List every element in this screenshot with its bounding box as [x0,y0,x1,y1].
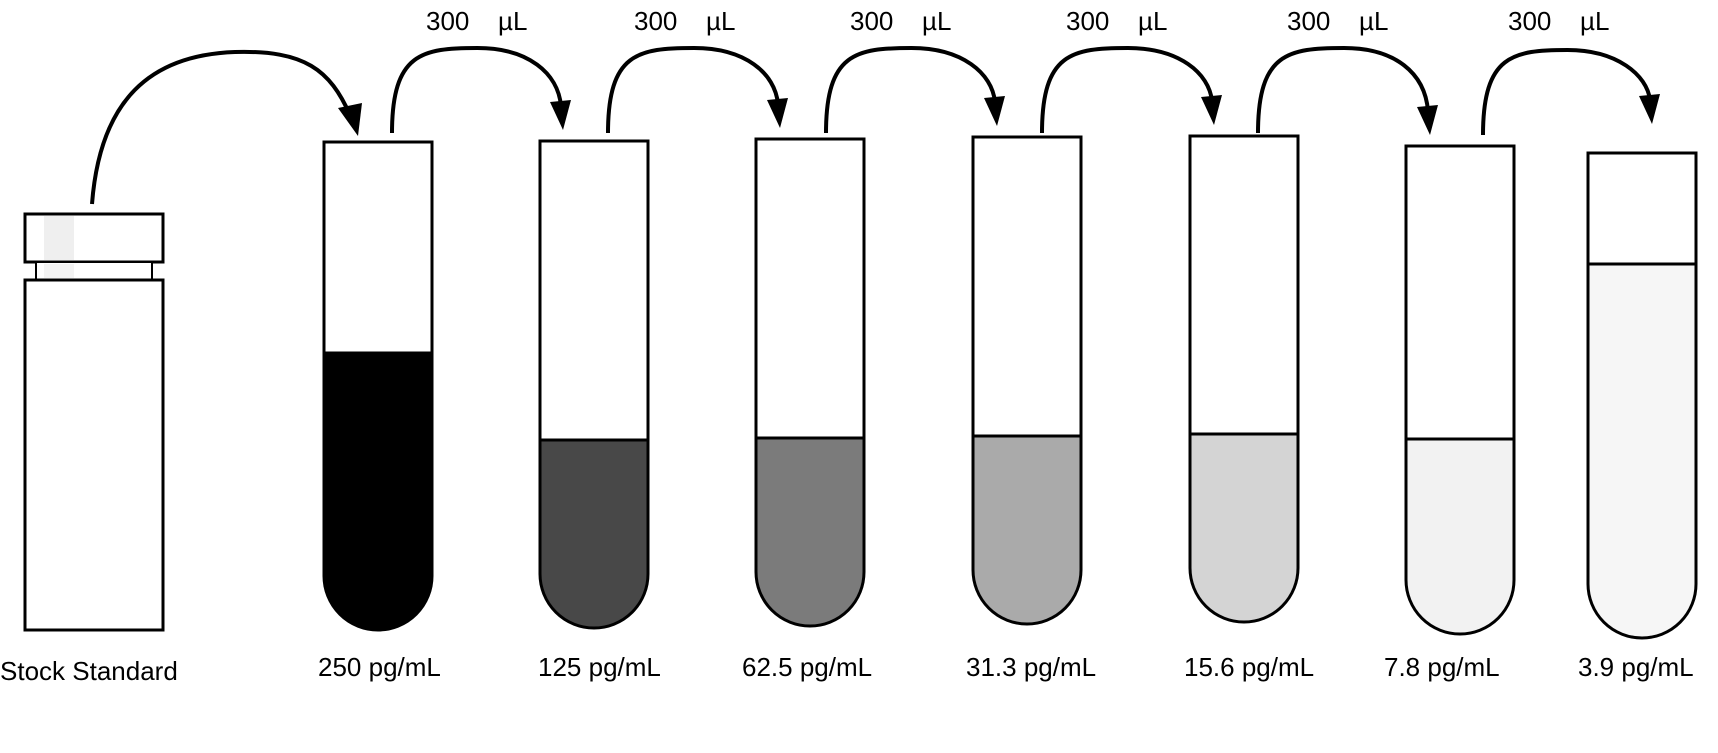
tube-liquid [324,353,432,630]
tube-concentration-label: 125 pg/mL [538,652,661,682]
transfer-volume-label: 300 [634,6,677,36]
transfer-arrowhead [1201,95,1222,125]
tube-concentration-label: 7.8 pg/mL [1384,652,1500,682]
tubes: 250 pg/mL 125 pg/mL 62.5 pg/mL 31.3 pg/mL 15… [318,134,1698,682]
transfer-unit-label: µL [922,6,951,36]
tube-concentration-label: 250 pg/mL [318,652,441,682]
transfer-arrow-path [1481,47,1652,136]
transfer-arrow-path [390,45,563,134]
transfer-arrow-path [824,45,997,134]
tube-outline [322,140,434,632]
tube-liquid [756,438,864,626]
tube-outline [971,135,1083,626]
transfer-arrow: 300 µL [390,6,571,134]
stock-transfer-arrow [90,49,352,205]
dilution-tube: 250 pg/mL [318,140,441,682]
transfer-arrow-path [1040,45,1214,134]
dilution-tube: 15.6 pg/mL [1184,134,1314,682]
transfer-arrowhead [984,96,1005,126]
tube-liquid [1588,264,1696,638]
stock-vial-cap-highlight [44,216,74,260]
dilution-tube: 125 pg/mL [538,139,661,682]
stock-vial-neck-highlight [44,264,74,278]
dilution-tube: 31.3 pg/mL [966,135,1096,682]
stock-vial-body [23,278,165,632]
stock-label: Stock Standard [0,656,178,686]
dilution-tube: 3.9 pg/mL [1578,151,1698,682]
transfer-unit-label: µL [1580,6,1609,36]
tube-outline [1404,144,1516,636]
transfer-arrow: 300 µL [606,6,788,134]
transfer-arrowhead [550,100,571,130]
tube-liquid [1190,434,1298,622]
tube-liquid [540,440,648,628]
tube-concentration-label: 31.3 pg/mL [966,652,1096,682]
transfer-arrowhead [767,98,788,128]
tube-outline [1586,151,1698,640]
transfer-arrow-path [1256,45,1430,134]
transfer-arrow: 300 µL [1256,6,1438,135]
transfer-unit-label: µL [1359,6,1388,36]
transfer-arrowhead [1639,94,1660,124]
transfer-unit-label: µL [706,6,735,36]
transfer-volume-label: 300 [1508,6,1551,36]
stock-vial [23,212,165,632]
tube-outline [538,139,650,630]
tube-liquid [973,436,1081,624]
transfer-volume-label: 300 [1066,6,1109,36]
transfer-volume-label: 300 [1287,6,1330,36]
tube-concentration-label: 3.9 pg/mL [1578,652,1694,682]
stock-transfer-arrowhead [338,103,362,136]
tube-outline [754,137,866,628]
transfer-arrow: 300 µL [824,6,1005,134]
transfer-volume-label: 300 [426,6,469,36]
transfer-arrow-path [606,45,780,134]
transfer-arrows: 300 µL 300 µL 300 µL 300 µL 300 µL 300 µL [390,6,1660,136]
transfer-unit-label: µL [498,6,527,36]
tube-outline [1188,134,1300,624]
transfer-arrow: 300 µL [1481,6,1660,136]
tube-concentration-label: 62.5 pg/mL [742,652,872,682]
transfer-arrow: 300 µL [1040,6,1222,134]
tube-liquid [1406,439,1514,634]
transfer-arrowhead [1417,105,1438,135]
dilution-tube: 62.5 pg/mL [742,137,872,682]
transfer-volume-label: 300 [850,6,893,36]
tube-concentration-label: 15.6 pg/mL [1184,652,1314,682]
dilution-tube: 7.8 pg/mL [1384,144,1516,682]
transfer-unit-label: µL [1138,6,1167,36]
